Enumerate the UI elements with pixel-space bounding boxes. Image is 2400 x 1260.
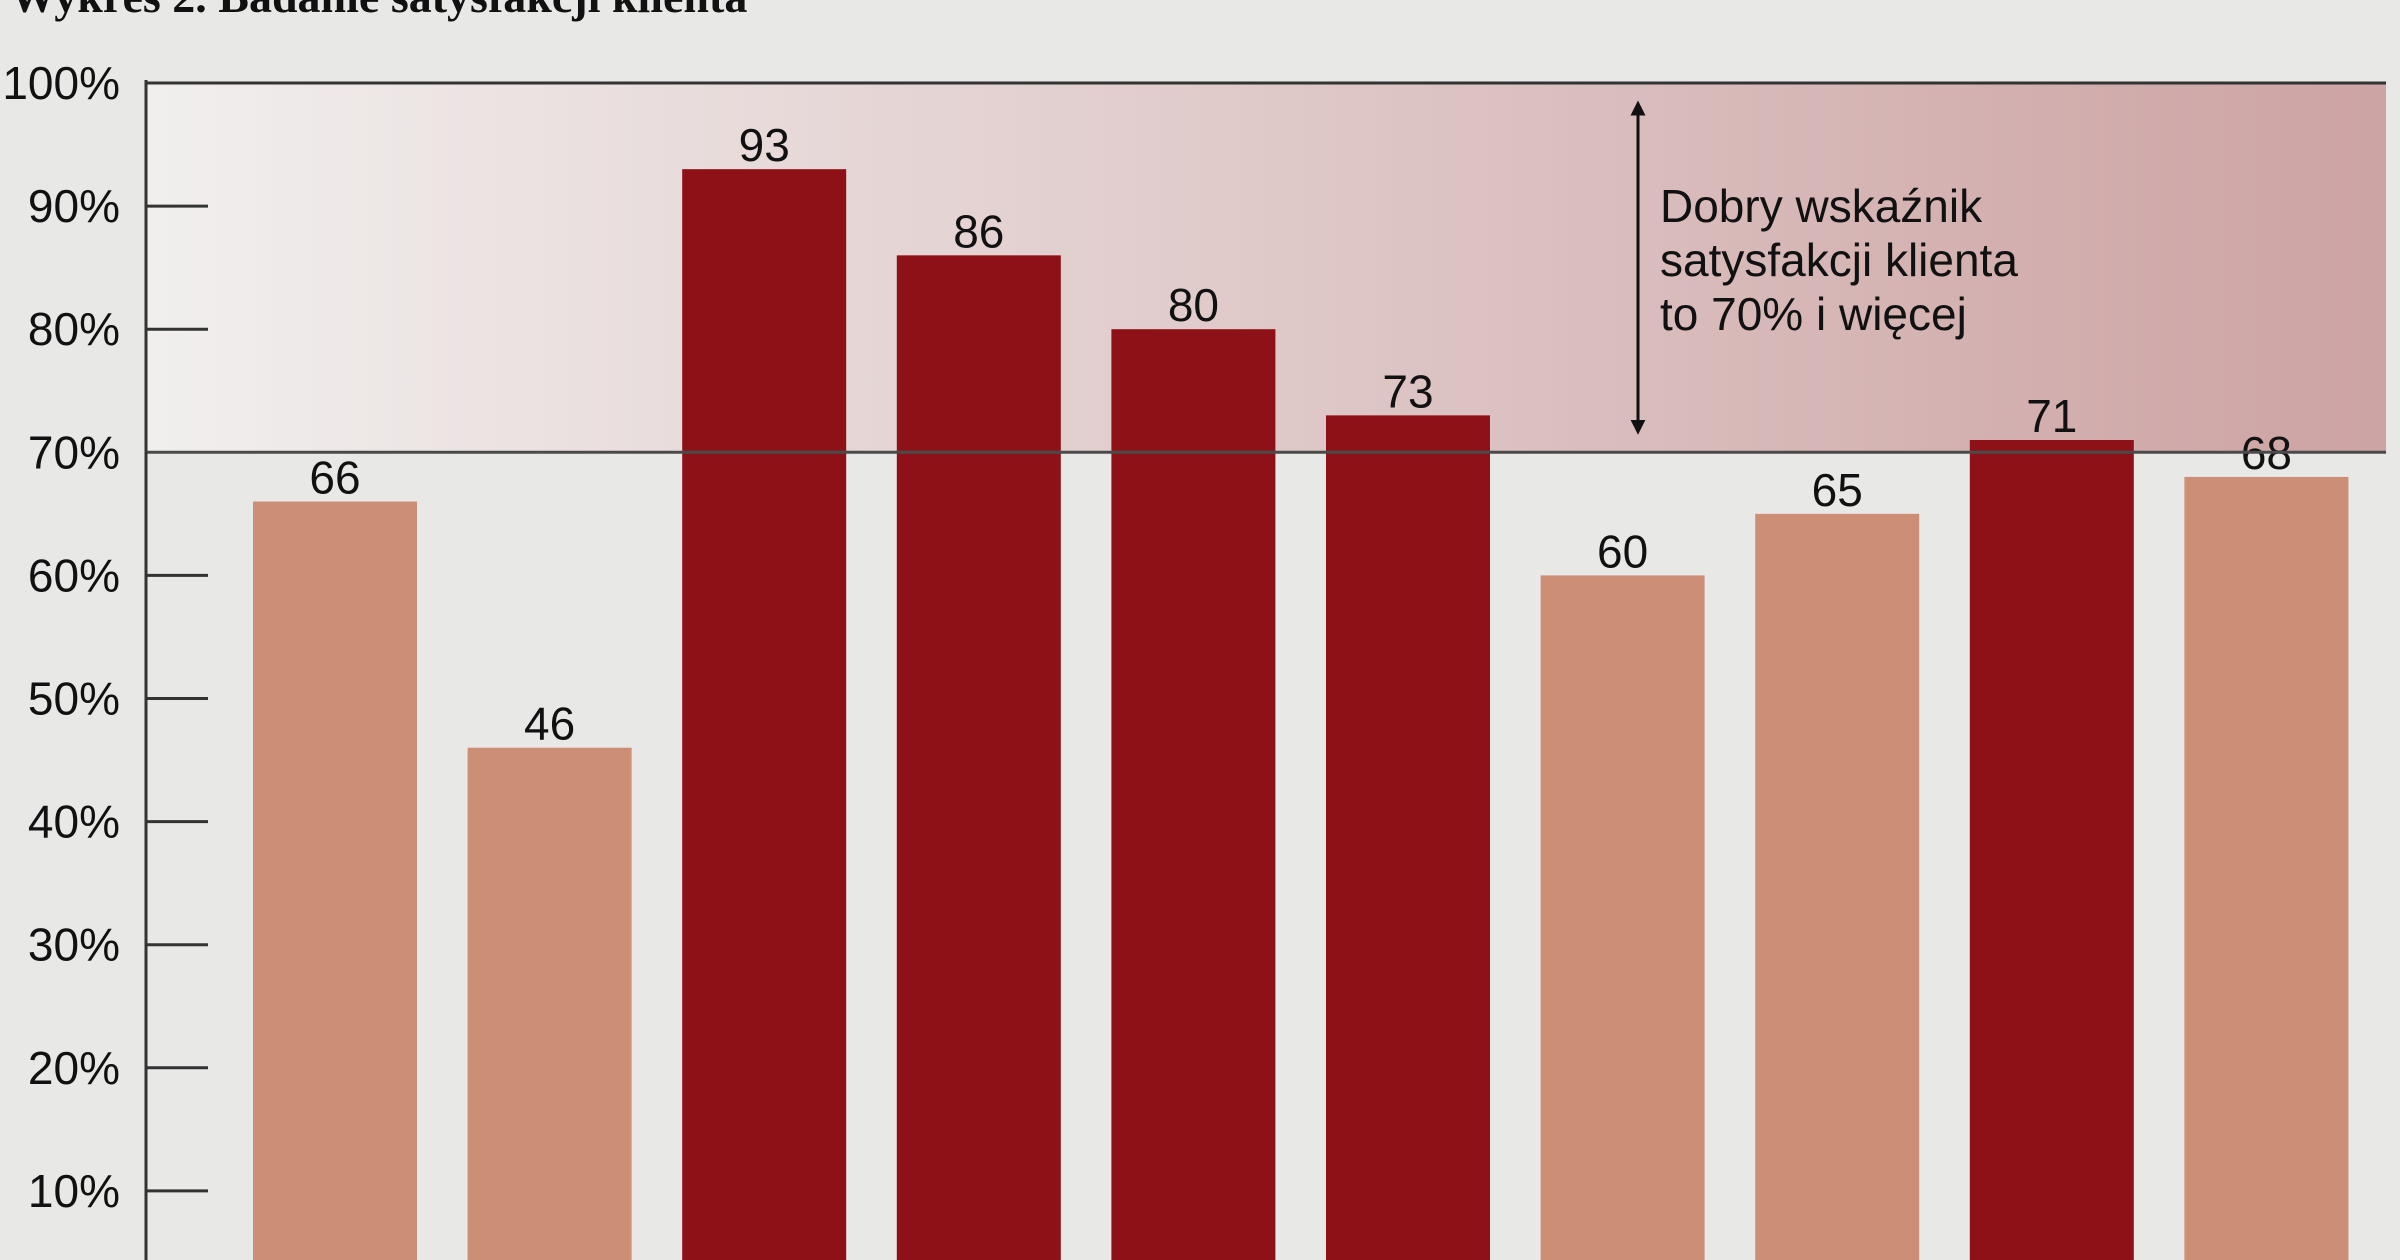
data-label: 80 [1168, 279, 1219, 331]
data-label: 93 [739, 119, 790, 171]
y-tick-label: 100% [2, 57, 120, 109]
bar [1755, 513, 1920, 1260]
y-tick-label: 80% [28, 303, 120, 355]
data-label: 71 [2026, 390, 2077, 442]
bar [682, 169, 847, 1260]
y-tick-label: 10% [28, 1165, 120, 1217]
annotation-line-1: Dobry wskaźnik [1660, 180, 1983, 232]
data-label: 46 [524, 698, 575, 750]
annotation-text: Dobry wskaźnik satysfakcji klienta to 70… [1660, 180, 2031, 340]
bar [1111, 329, 1276, 1260]
annotation-line-3: to 70% i więcej [1660, 288, 1967, 340]
y-tick-label: 70% [28, 426, 120, 478]
bar [1326, 415, 1490, 1260]
y-axis-ticks: 10% 20% 30% 40% 50% 60% 70% 80% 90% 100% [2, 57, 208, 1217]
bar [467, 747, 632, 1260]
y-tick-label: 40% [28, 796, 120, 848]
bar [2184, 476, 2349, 1260]
data-label: 65 [1812, 464, 1863, 516]
chart-title: Wykres 2. Badanie satysfakcji klienta [10, 0, 747, 22]
data-label: 60 [1597, 525, 1648, 577]
y-tick-label: 60% [28, 549, 120, 601]
annotation-line-2: satysfakcji klienta [1660, 234, 2018, 286]
bar [253, 501, 417, 1260]
bar [1540, 575, 1705, 1260]
data-label: 66 [309, 452, 360, 504]
y-tick-label: 90% [28, 180, 120, 232]
data-label: 73 [1382, 365, 1433, 417]
bar [1969, 439, 2134, 1260]
y-tick-label: 50% [28, 673, 120, 725]
y-tick-label: 30% [28, 919, 120, 971]
y-tick-label: 20% [28, 1042, 120, 1094]
data-label: 86 [953, 205, 1004, 257]
bar [896, 255, 1061, 1260]
